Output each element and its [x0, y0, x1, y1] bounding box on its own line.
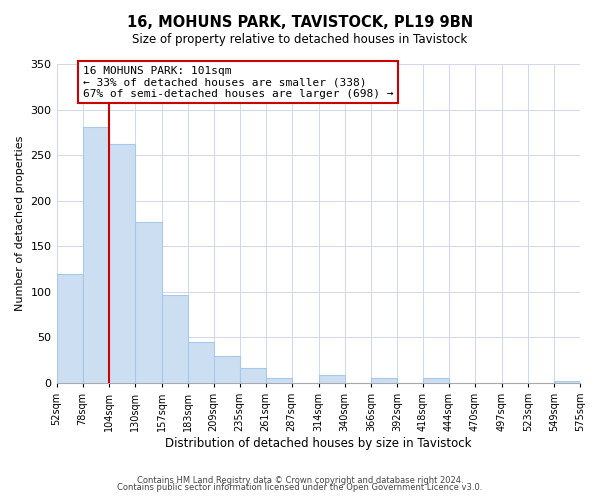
Bar — [214, 356, 240, 383]
Bar — [134, 222, 161, 383]
Bar — [56, 274, 83, 383]
Text: Contains HM Land Registry data © Crown copyright and database right 2024.: Contains HM Land Registry data © Crown c… — [137, 476, 463, 485]
Bar — [319, 374, 345, 383]
Bar — [83, 127, 109, 383]
Text: 16, MOHUNS PARK, TAVISTOCK, PL19 9BN: 16, MOHUNS PARK, TAVISTOCK, PL19 9BN — [127, 15, 473, 30]
Bar — [188, 342, 214, 383]
Bar — [109, 144, 134, 383]
X-axis label: Distribution of detached houses by size in Tavistock: Distribution of detached houses by size … — [165, 437, 472, 450]
Bar — [423, 378, 449, 383]
Bar — [240, 368, 266, 383]
Bar — [266, 378, 292, 383]
Text: Size of property relative to detached houses in Tavistock: Size of property relative to detached ho… — [133, 32, 467, 46]
Text: 16 MOHUNS PARK: 101sqm
← 33% of detached houses are smaller (338)
67% of semi-de: 16 MOHUNS PARK: 101sqm ← 33% of detached… — [83, 66, 393, 99]
Bar — [371, 378, 397, 383]
Y-axis label: Number of detached properties: Number of detached properties — [15, 136, 25, 311]
Text: Contains public sector information licensed under the Open Government Licence v3: Contains public sector information licen… — [118, 484, 482, 492]
Bar — [554, 381, 580, 383]
Bar — [161, 294, 188, 383]
